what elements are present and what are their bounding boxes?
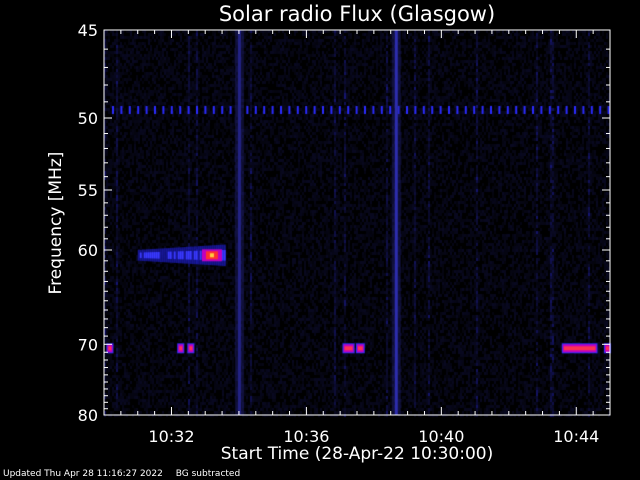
updated-timestamp: Updated Thu Apr 28 11:16:27 2022: [3, 469, 163, 479]
y-axis: 45 50 55 60 70 80: [78, 21, 610, 425]
y-tick-label: 70: [78, 335, 98, 354]
x-tick-label: 10:44: [553, 427, 599, 446]
x-tick-label: 10:40: [418, 427, 464, 446]
x-axis: 10:32 10:36 10:40 10:44: [120, 30, 599, 446]
chart-title: Solar radio Flux (Glasgow): [218, 2, 496, 26]
plot-frame: [103, 29, 611, 416]
background-note: BG subtracted: [175, 469, 241, 479]
y-tick-label: 55: [78, 181, 98, 200]
x-axis-label: Start Time (28-Apr-22 10:30:00): [220, 444, 494, 464]
x-tick-label: 10:36: [283, 427, 329, 446]
y-tick-label: 50: [78, 109, 98, 128]
footer: Updated Thu Apr 28 11:16:27 2022 BG subt…: [3, 469, 250, 479]
y-tick-label: 45: [78, 21, 98, 40]
y-axis-label: Frequency [MHz]: [46, 151, 66, 295]
y-tick-label: 80: [78, 406, 98, 425]
x-tick-label: 10:32: [148, 427, 194, 446]
y-tick-label: 60: [78, 241, 98, 260]
